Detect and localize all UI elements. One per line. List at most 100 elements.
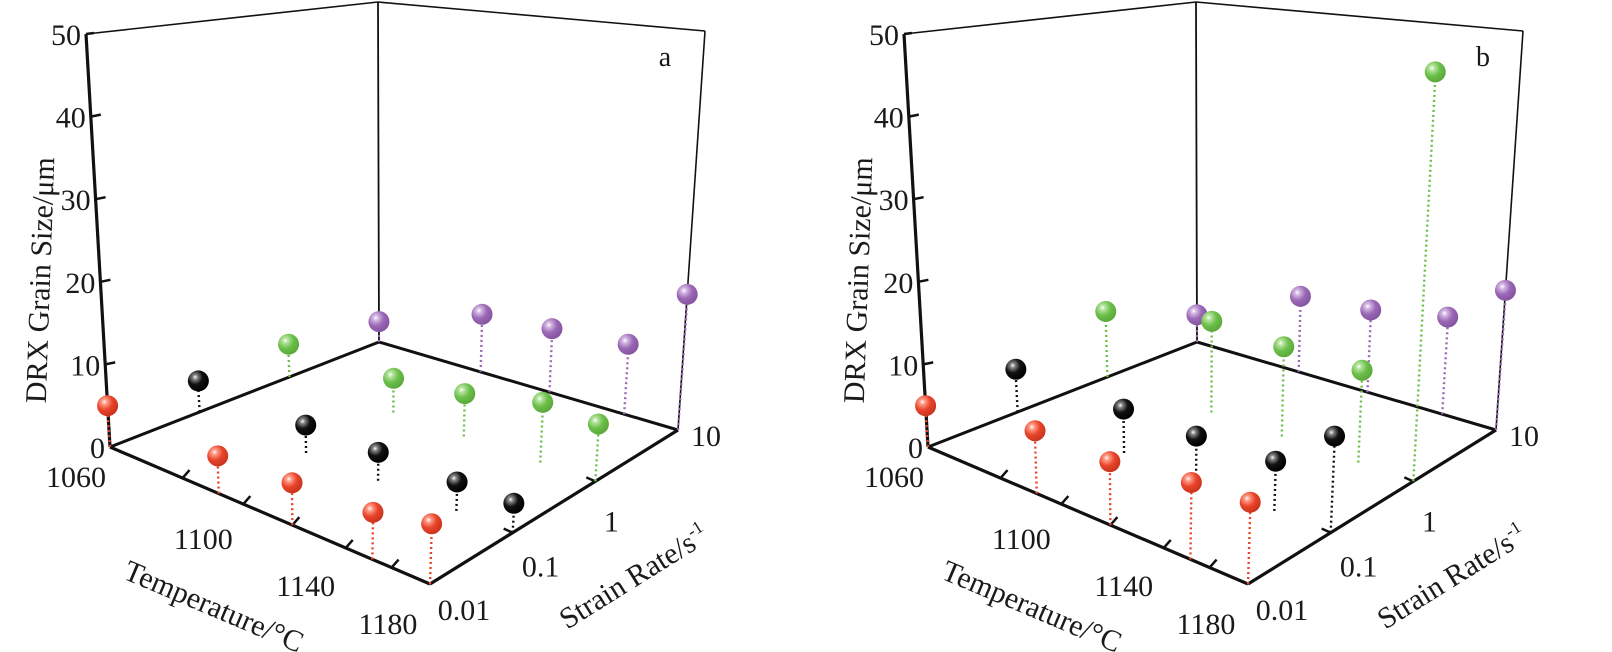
temperature-tick [1208,558,1218,569]
strain-rate-tick-label: 0.1 [1340,551,1378,584]
point-sr-0.1-t-1150 [446,471,468,493]
point-sr-0.01-t-1090 [207,445,229,467]
temperature-tick-label: 1140 [1094,570,1153,603]
point-sr-10-t-1180 [676,283,698,305]
point-sr-10-t-1060 [368,311,390,333]
point-sr-1-t-1150 [1351,359,1373,381]
z-tick [903,31,913,36]
stem-sr-0.01-t-1090 [216,463,220,494]
stem-sr-10-t-1120 [1366,317,1372,393]
stem-sr-0.01-t-1150 [1189,490,1193,560]
stem-sr-0.1-t-1060 [197,388,201,413]
point-sr-0.01-t-1120 [1099,451,1121,473]
frame-right-vertical [1495,30,1524,431]
z-tick-label: 50 [869,19,899,52]
point-sr-0.1-t-1120 [1185,425,1207,447]
strain-rate-tick [1403,476,1414,483]
frame-right-vertical [677,30,706,431]
stem-sr-1-t-1120 [462,401,466,437]
point-sr-0.1-t-1060 [187,370,209,392]
stem-sr-10-t-1150 [1440,324,1449,415]
stem-sr-1-t-1060 [1104,319,1109,378]
temperature-tick [344,539,354,549]
stem-sr-0.01-t-1120 [1108,469,1112,526]
stem-sr-10-t-1120 [548,336,554,393]
temperature-axis [927,445,1249,586]
point-sr-0.1-t-1180 [1324,425,1346,447]
strain-rate-tick-label: 1 [1422,505,1437,538]
frame-back-vertical [377,1,380,343]
point-sr-0.01-t-1120 [281,472,303,494]
point-sr-1-t-1150 [532,391,554,413]
z-tick-label: 10 [70,349,100,382]
frame-back-vertical [1195,1,1198,343]
stem-sr-0.01-t-1180 [428,531,433,585]
temperature-tick-label: 1100 [992,523,1051,556]
point-sr-0.1-t-1180 [503,492,525,514]
z-tick-label: 40 [874,102,904,135]
stem-sr-0.01-t-1090 [1033,438,1038,494]
stem-sr-0.01-t-1150 [371,520,375,560]
point-sr-1-t-1060 [278,333,300,355]
stem-sr-1-t-1180 [1412,79,1437,482]
strain-rate-tick-label: 10 [691,420,721,453]
frame-top-left-edge [85,1,379,35]
strain-rate-axis [429,428,679,586]
z-tick [908,113,920,118]
z-tick [95,195,106,201]
temperature-tick [242,495,252,505]
point-sr-10-t-1150 [617,333,639,355]
strain-rate-tick-label: 0.01 [438,594,491,627]
stem-sr-10-t-1180 [676,302,689,431]
z-tick-label: 0 [908,432,923,465]
temperature-tick [181,469,191,479]
point-sr-10-t-1090 [471,303,493,325]
z-tick [913,195,924,201]
temperature-tick-label: 1060 [46,461,106,494]
temperature-tick-label: 1180 [359,608,418,641]
point-sr-0.01-t-1060 [97,395,119,417]
temperature-tick-label: 1180 [1177,608,1236,641]
temperature-tick [1060,495,1070,505]
stem-sr-10-t-1090 [1297,304,1302,372]
point-sr-0.01-t-1180 [421,513,443,535]
point-sr-10-t-1150 [1437,306,1459,328]
z-tick-label: 30 [879,184,909,217]
data-points [97,283,698,585]
strain-rate-tick-label: 10 [1509,420,1539,453]
point-sr-0.1-t-1150 [1265,450,1287,472]
stem-sr-0.1-t-1150 [1273,469,1277,511]
floor-back-right-edge [1196,340,1497,432]
point-sr-10-t-1120 [541,318,563,340]
z-tick-label: 40 [56,102,86,135]
data-points [915,61,1516,585]
stem-sr-0.1-t-1150 [455,489,459,511]
point-sr-0.01-t-1180 [1239,491,1261,513]
point-sr-1-t-1180 [587,413,609,435]
point-sr-1-t-1090 [383,367,405,389]
z-tick [85,31,95,36]
strain-rate-axis-title-text: Strain Rate/s [1371,526,1519,636]
strain-rate-tick [503,527,514,534]
panel-label: a [659,42,672,73]
strain-rate-axis-title-text: Strain Rate/s [553,526,701,636]
point-sr-0.1-t-1090 [295,414,317,436]
stem-sr-0.01-t-1060 [106,413,112,448]
z-tick-label: 10 [888,349,918,382]
grain-size-axis [84,33,112,448]
frame-top-right-edge [1195,1,1524,32]
stem-sr-0.1-t-1180 [511,511,516,533]
stem-sr-0.1-t-1180 [1329,444,1336,533]
point-sr-0.1-t-1060 [1005,358,1027,380]
z-tick [918,278,929,284]
strain-rate-tick-label: 0.1 [522,551,560,584]
temperature-tick-label: 1060 [864,461,924,494]
grain-size-axis [902,33,930,448]
temperature-tick-label: 1140 [276,570,335,603]
point-sr-10-t-1180 [1494,279,1516,301]
temperature-axis-title: Temperature/°C [937,554,1126,652]
point-sr-1-t-1120 [454,383,476,405]
strain-rate-axis-title: Strain Rate/s-1 [552,516,714,635]
